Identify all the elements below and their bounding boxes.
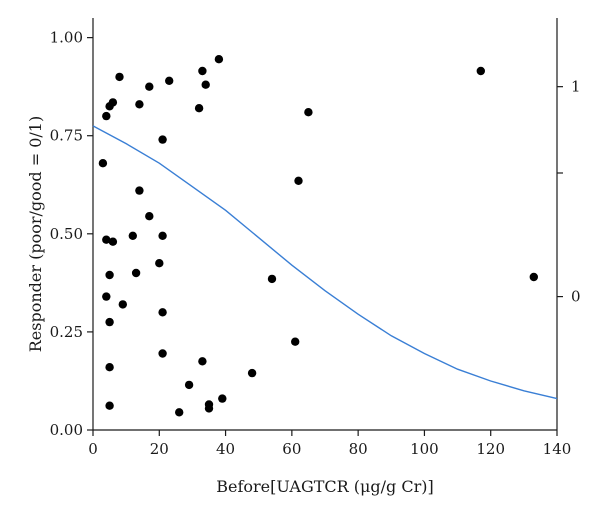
data-point [184,380,194,390]
data-point [476,66,485,76]
x-tick-label: 140 [543,440,572,458]
data-point [175,408,184,417]
x-tick-label: 100 [410,440,439,458]
axes: 0 20 40 60 80 100 120 140 0.00 0.25 0.50 0.75 1.00 1 0 [50,18,581,458]
fit-curve-layer [92,125,558,400]
right-tick-label: 0 [571,288,581,306]
x-tick-label: 20 [150,440,169,458]
data-point [135,100,144,109]
data-point [128,231,137,240]
data-point [145,212,154,221]
data-point [155,259,164,268]
data-point [158,349,167,358]
y-tick-label: 0.50 [50,225,83,243]
data-point [218,394,227,403]
data-point [102,292,111,301]
right-tick-label: 1 [571,78,581,96]
data-point [198,66,207,76]
y-tick-label: 0.00 [50,421,83,439]
data-point [158,135,167,144]
data-point [158,231,167,240]
data-point [214,55,224,64]
data-point [165,76,174,86]
x-axis-title: Before[UAGTCR (μg/g Cr)] [216,477,434,496]
data-point [247,368,257,378]
data-point [105,317,114,327]
data-point [98,159,108,168]
data-point [158,308,167,317]
data-point [201,80,210,89]
y-tick-label: 1.00 [50,29,83,47]
data-point [115,72,124,82]
x-tick-label: 0 [88,440,98,458]
data-point [135,186,144,195]
y-tick-label: 0.75 [50,127,83,145]
data-point [304,108,313,117]
y-tick-label: 0.25 [50,323,83,341]
data-point [105,270,114,280]
data-point [118,300,128,309]
x-tick-label: 120 [476,440,505,458]
data-point [198,357,207,366]
data-point [194,104,204,113]
data-point [105,102,114,111]
data-point [267,274,277,284]
data-point [145,82,154,91]
data-point [108,237,118,246]
x-tick-label: 80 [349,440,368,458]
data-point [204,404,214,413]
data-point [105,401,114,410]
points-layer [98,55,538,417]
data-point [102,111,111,121]
data-point [131,268,141,278]
data-point [291,337,300,346]
data-point [102,235,111,244]
fit-curve [92,125,558,400]
x-tick-label: 60 [282,440,301,458]
x-tick-label: 40 [216,440,235,458]
data-point [105,363,114,372]
data-point [294,176,303,185]
data-point [529,272,538,282]
y-axis-title: Responder (poor/good = 0/1) [26,116,45,352]
